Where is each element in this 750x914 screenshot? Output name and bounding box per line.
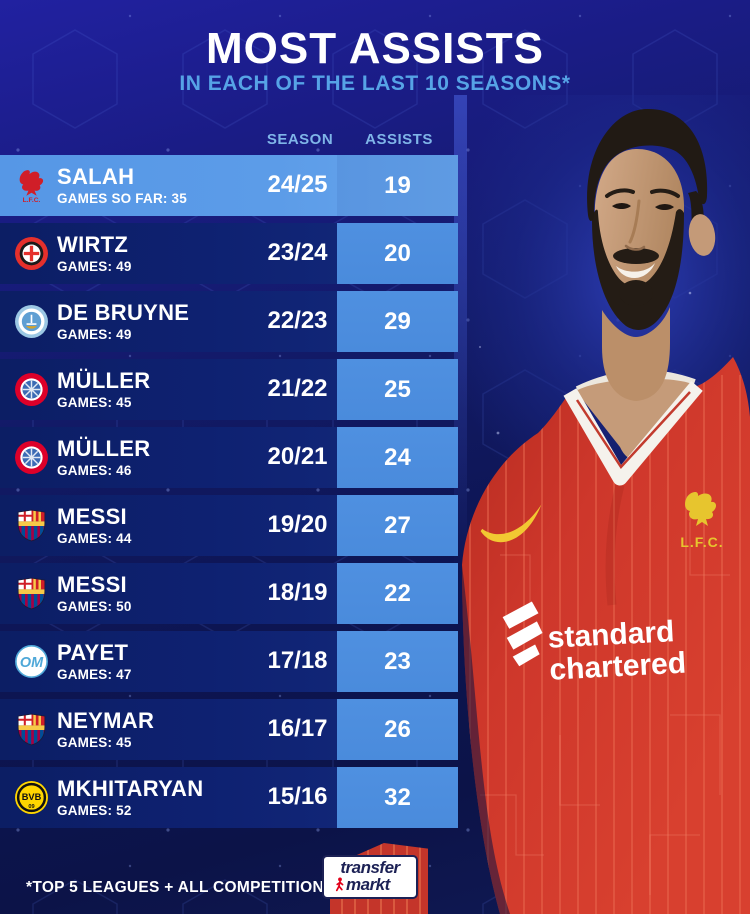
- player-games: GAMES: 46: [57, 463, 132, 478]
- assists-cell: 32: [337, 767, 458, 828]
- table-row: BVB 09 MKHITARYAN GAMES: 52 15/16 32: [0, 767, 458, 828]
- table-row: OM PAYET GAMES: 47 17/18 23: [0, 631, 458, 692]
- column-header-assists: ASSISTS: [365, 131, 433, 148]
- assists-cell: 20: [337, 223, 458, 284]
- player-games: GAMES: 45: [57, 395, 132, 410]
- page-subtitle: IN EACH OF THE LAST 10 SEASONS*: [179, 72, 571, 95]
- assists-cell: 29: [337, 291, 458, 352]
- barcelona-crest-icon: [14, 508, 49, 543]
- brand-line1: transfer: [340, 858, 400, 877]
- player-name: MESSI: [57, 504, 127, 529]
- table-row: NEYMAR GAMES: 45 16/17 26: [0, 699, 458, 760]
- assists-value: 19: [384, 171, 411, 199]
- svg-text:09: 09: [28, 804, 34, 810]
- player-name: MKHITARYAN: [57, 776, 204, 801]
- salah-player-photo: L.F.C. standard chartered: [440, 95, 750, 914]
- player-name: SALAH: [57, 164, 135, 189]
- player-name: MÜLLER: [57, 368, 151, 393]
- assists-value: 22: [384, 579, 411, 607]
- bayern-munich-crest-icon: [14, 440, 49, 475]
- assists-value: 27: [384, 511, 411, 539]
- player-games: GAMES: 49: [57, 259, 132, 274]
- table-row: MÜLLER GAMES: 46 20/21 24: [0, 427, 458, 488]
- assists-cell: 25: [337, 359, 458, 420]
- transfermarkt-player-icon: [335, 877, 344, 891]
- assists-cell: 26: [337, 699, 458, 760]
- assists-value: 24: [384, 443, 411, 471]
- player-name: MÜLLER: [57, 436, 151, 461]
- player-name: PAYET: [57, 640, 129, 665]
- table-rows: L.F.C. SALAH GAMES SO FAR: 35 24/25 19 WIRTZ…: [0, 155, 458, 835]
- bayern-munich-crest-icon: [14, 372, 49, 407]
- assists-cell: 27: [337, 495, 458, 556]
- svg-text:L.F.C.: L.F.C.: [680, 534, 723, 550]
- svg-text:OM: OM: [20, 655, 44, 671]
- assists-value: 32: [384, 783, 411, 811]
- page-title: MOST ASSISTS: [206, 24, 544, 73]
- barcelona-crest-icon: [14, 576, 49, 611]
- liverpool-crest-icon: L.F.C.: [14, 168, 49, 203]
- table-row: MESSI GAMES: 50 18/19 22: [0, 563, 458, 624]
- assists-value: 26: [384, 715, 411, 743]
- borussia-dortmund-crest-icon: BVB 09: [14, 780, 49, 815]
- player-games: GAMES: 45: [57, 735, 132, 750]
- assists-cell: 22: [337, 563, 458, 624]
- footnote: *TOP 5 LEAGUES + ALL COMPETITIONS: [26, 879, 335, 896]
- assists-value: 25: [384, 375, 411, 403]
- assists-cell: 24: [337, 427, 458, 488]
- table-row: MESSI GAMES: 44 19/20 27: [0, 495, 458, 556]
- assists-value: 29: [384, 307, 411, 335]
- marseille-crest-icon: OM: [14, 644, 49, 679]
- player-name: DE BRUYNE: [57, 300, 190, 325]
- player-name: NEYMAR: [57, 708, 155, 733]
- leverkusen-crest-icon: [14, 236, 49, 271]
- svg-text:L.F.C.: L.F.C.: [23, 197, 41, 203]
- svg-text:BVB: BVB: [22, 792, 42, 802]
- assists-cell: 19: [337, 155, 458, 216]
- table-row: MÜLLER GAMES: 45 21/22 25: [0, 359, 458, 420]
- player-games: GAMES: 52: [57, 803, 132, 818]
- assists-value: 23: [384, 647, 411, 675]
- assists-value: 20: [384, 239, 411, 267]
- table-row: WIRTZ GAMES: 49 23/24 20: [0, 223, 458, 284]
- transfermarkt-logo: transfer markt: [322, 855, 418, 899]
- table-row: DE BRUYNE GAMES: 49 22/23 29: [0, 291, 458, 352]
- brand-line2: markt: [346, 875, 390, 894]
- assists-cell: 23: [337, 631, 458, 692]
- player-name: WIRTZ: [57, 232, 129, 257]
- player-games: GAMES SO FAR: 35: [57, 191, 187, 206]
- player-games: GAMES: 49: [57, 327, 132, 342]
- table-row: L.F.C. SALAH GAMES SO FAR: 35 24/25 19: [0, 155, 458, 216]
- manchester-city-crest-icon: [14, 304, 49, 339]
- barcelona-crest-icon: [14, 712, 49, 747]
- player-name: MESSI: [57, 572, 127, 597]
- player-games: GAMES: 47: [57, 667, 132, 682]
- player-games: GAMES: 50: [57, 599, 132, 614]
- player-games: GAMES: 44: [57, 531, 132, 546]
